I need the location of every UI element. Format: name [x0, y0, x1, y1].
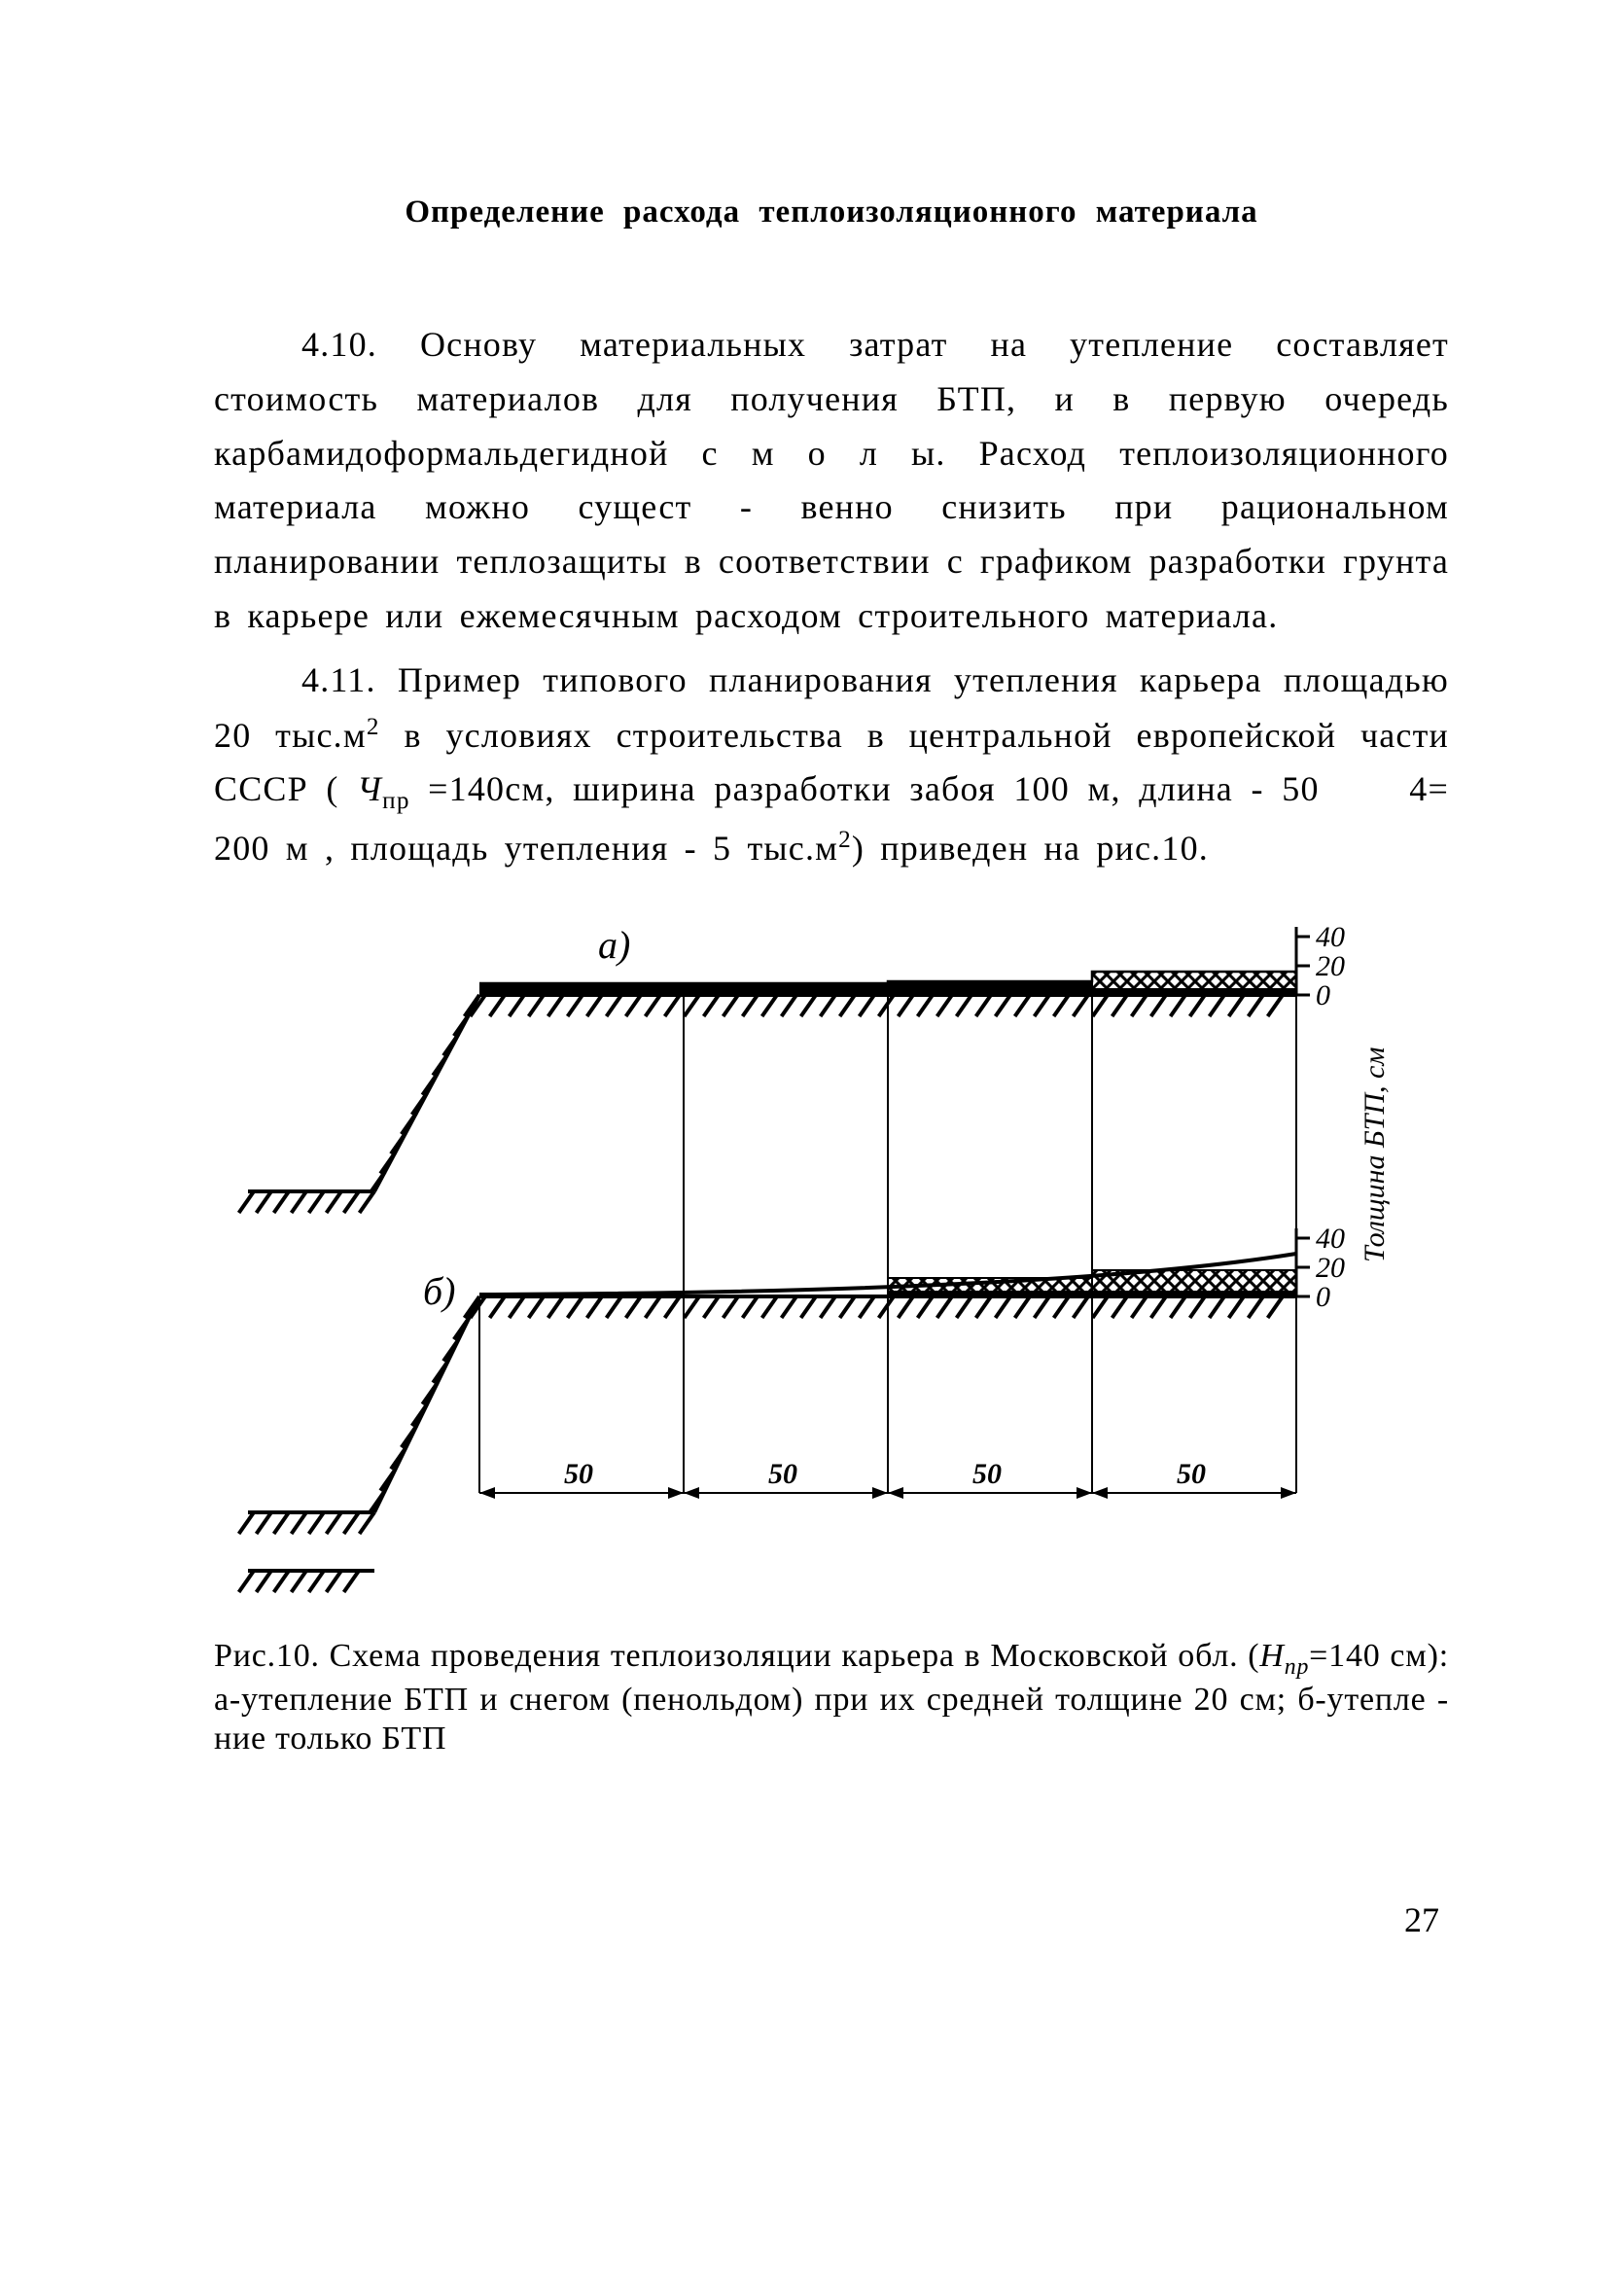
- figure-10: а)02040б)02040Толщина БТП, см50505050 Ри…: [214, 900, 1449, 1758]
- svg-text:50: 50: [1177, 1458, 1206, 1490]
- figure-10-caption: Рис.10. Схема проведения теплоизоляции к…: [214, 1637, 1449, 1758]
- section-title: Определение расхода теплоизоляционного м…: [214, 195, 1449, 231]
- svg-text:Толщина БТП, см: Толщина БТП, см: [1359, 1047, 1391, 1262]
- paragraph-4-10: 4.10. Основу материальных затрат на утеп…: [214, 318, 1449, 644]
- svg-text:40: 40: [1316, 921, 1345, 953]
- svg-text:а): а): [598, 923, 630, 967]
- svg-text:0: 0: [1316, 979, 1330, 1011]
- svg-text:40: 40: [1316, 1223, 1345, 1255]
- svg-text:0: 0: [1316, 1281, 1330, 1313]
- svg-text:б): б): [423, 1269, 455, 1313]
- figure-10-svg: а)02040б)02040Толщина БТП, см50505050: [229, 900, 1434, 1619]
- svg-text:20: 20: [1316, 950, 1345, 982]
- page-number: 27: [1404, 1899, 1439, 1940]
- paragraph-4-11: 4.11. Пример типового планирования утепл…: [214, 654, 1449, 876]
- svg-text:50: 50: [768, 1458, 797, 1490]
- svg-text:20: 20: [1316, 1252, 1345, 1284]
- svg-text:50: 50: [564, 1458, 593, 1490]
- svg-text:50: 50: [972, 1458, 1002, 1490]
